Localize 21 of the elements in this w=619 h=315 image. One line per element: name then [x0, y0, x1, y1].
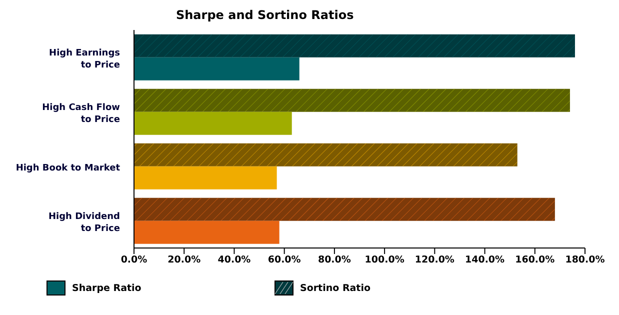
x-tick-label: 20.0% [168, 254, 202, 266]
bar [134, 57, 300, 80]
bar [134, 112, 292, 135]
y-tick-label: High Cash Flow to Price [42, 102, 120, 125]
x-tick-label: 40.0% [218, 254, 252, 266]
x-tick-label: 120.0% [414, 254, 455, 266]
legend-label: Sharpe Ratio [72, 282, 142, 294]
x-tick-label: 0.0% [120, 254, 148, 266]
bar [134, 166, 277, 190]
y-tick-label: High Book to Market [16, 163, 121, 174]
x-tick-label: 100.0% [364, 254, 405, 266]
x-tick-label: 180.0% [565, 254, 606, 266]
legend-label: Sortino Ratio [300, 282, 370, 294]
x-tick-label: 80.0% [318, 254, 352, 266]
y-tick-label: High Dividend to Price [48, 212, 120, 234]
x-tick-label: 140.0% [464, 254, 506, 266]
y-tick-label: High Earnings to Price [49, 48, 120, 70]
x-tick-label: 60.0% [268, 254, 302, 266]
x-tick-label: 160.0% [515, 254, 556, 266]
bar [134, 220, 280, 244]
chart-title: Sharpe and Sortino Ratios [175, 8, 355, 24]
